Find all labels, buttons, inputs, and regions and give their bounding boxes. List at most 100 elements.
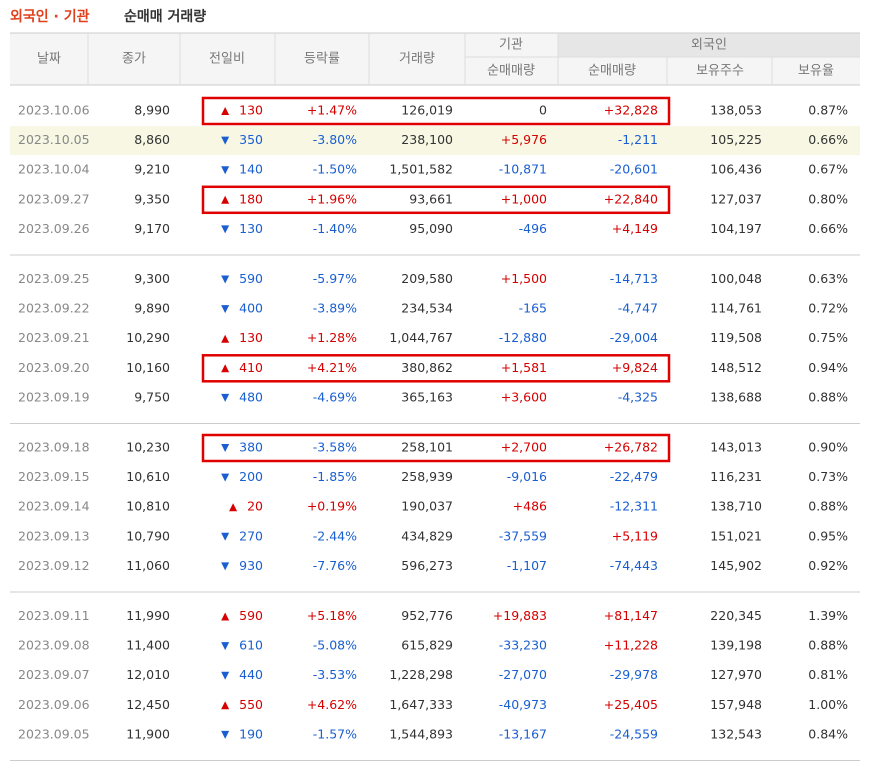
inst-net: +1,581: [501, 360, 547, 375]
inst-net: -40,973: [499, 697, 547, 712]
change-arrow: [221, 275, 230, 284]
foreign-net: -14,713: [610, 271, 658, 286]
change-arrow: [221, 364, 230, 373]
rate: -1.85%: [313, 469, 357, 484]
inst-net: +2,700: [501, 440, 547, 455]
rate: +0.19%: [307, 499, 357, 514]
change: 590: [239, 271, 263, 286]
date: 2023.09.19: [18, 389, 90, 404]
rate: -4.69%: [313, 389, 357, 404]
inst-net: -9,016: [507, 469, 547, 484]
holdings: 138,053: [710, 103, 762, 118]
foreign-net: -29,004: [610, 330, 658, 345]
foreign-net: -12,311: [610, 499, 658, 514]
foreign-net: +9,824: [612, 360, 658, 375]
ratio: 0.80%: [808, 191, 848, 206]
holdings: 138,688: [710, 389, 762, 404]
holdings: 145,902: [710, 558, 762, 573]
close: 10,290: [126, 330, 170, 345]
change: 130: [239, 221, 263, 236]
rate: -1.50%: [313, 162, 357, 177]
inst-net: -12,880: [499, 330, 547, 345]
column-header: 종가: [122, 52, 146, 67]
date: 2023.09.22: [18, 301, 90, 316]
holdings: 106,436: [710, 162, 762, 177]
ratio: 1.39%: [808, 608, 848, 623]
change-arrow: [221, 730, 230, 739]
inst-net: -496: [519, 221, 547, 236]
volume: 126,019: [401, 103, 453, 118]
holdings: 157,948: [710, 697, 762, 712]
inst-net: +486: [513, 499, 547, 514]
rate: +1.96%: [307, 191, 357, 206]
rate: +1.28%: [307, 330, 357, 345]
foreign-net: -4,747: [618, 301, 658, 316]
inst-net: +5,976: [501, 132, 547, 147]
inst-net: +19,883: [493, 608, 547, 623]
column-header: 거래량: [399, 52, 435, 67]
subcolumn-header: 보유주수: [696, 64, 744, 79]
holdings: 138,710: [710, 499, 762, 514]
inst-net: -10,871: [499, 162, 547, 177]
close: 9,350: [134, 191, 170, 206]
inst-net: -33,230: [499, 638, 547, 653]
foreign-net: -29,978: [610, 667, 658, 682]
close: 12,450: [126, 697, 170, 712]
ratio: 0.94%: [808, 360, 848, 375]
title-highlight: 외국인 · 기관: [10, 8, 90, 25]
row-hover-bg: [10, 126, 860, 156]
ratio: 0.88%: [808, 499, 848, 514]
volume: 1,647,333: [389, 697, 453, 712]
close: 8,860: [134, 132, 170, 147]
column-header: 등락률: [304, 52, 340, 67]
inst-net: -27,070: [499, 667, 547, 682]
date: 2023.09.06: [18, 697, 90, 712]
rate: -1.40%: [313, 221, 357, 236]
rate: -7.76%: [313, 558, 357, 573]
date: 2023.09.14: [18, 499, 90, 514]
holdings: 116,231: [710, 469, 762, 484]
date: 2023.09.20: [18, 360, 90, 375]
change: 20: [247, 499, 263, 514]
close: 11,400: [126, 638, 170, 653]
close: 9,750: [134, 389, 170, 404]
change-arrow: [221, 393, 230, 402]
volume: 93,661: [409, 191, 453, 206]
rate: -3.80%: [313, 132, 357, 147]
close: 10,810: [126, 499, 170, 514]
volume: 1,544,893: [389, 726, 453, 741]
holdings: 104,197: [710, 221, 762, 236]
volume: 258,939: [401, 469, 453, 484]
foreign-net: +5,119: [612, 528, 658, 543]
close: 8,990: [134, 103, 170, 118]
change: 550: [239, 697, 263, 712]
volume: 365,163: [401, 389, 453, 404]
change: 200: [239, 469, 263, 484]
subcolumn-header: 보유율: [798, 64, 834, 79]
foreign-net: -74,443: [610, 558, 658, 573]
change-arrow: [221, 532, 230, 541]
change: 410: [239, 360, 263, 375]
column-header: 전일비: [209, 52, 245, 67]
volume: 238,100: [401, 132, 453, 147]
highlight-box: [201, 185, 671, 215]
foreign-net: +4,149: [612, 221, 658, 236]
change-arrow: [221, 166, 230, 175]
header-dividers: [87, 33, 773, 85]
title-rest: 순매매 거래량: [124, 9, 206, 25]
ratio: 0.73%: [808, 469, 848, 484]
inst-net: 0: [539, 103, 547, 118]
change: 140: [239, 162, 263, 177]
volume: 234,534: [401, 301, 453, 316]
volume: 380,862: [401, 360, 453, 375]
date: 2023.09.05: [18, 726, 90, 741]
change-arrow: [221, 136, 230, 145]
ratio: 0.92%: [808, 558, 848, 573]
date: 2023.09.25: [18, 271, 90, 286]
ratio: 0.95%: [808, 528, 848, 543]
close: 12,010: [126, 667, 170, 682]
highlight-box: [201, 354, 671, 383]
date: 2023.09.13: [18, 528, 90, 543]
rate: -1.57%: [313, 726, 357, 741]
date: 2023.09.08: [18, 638, 90, 653]
